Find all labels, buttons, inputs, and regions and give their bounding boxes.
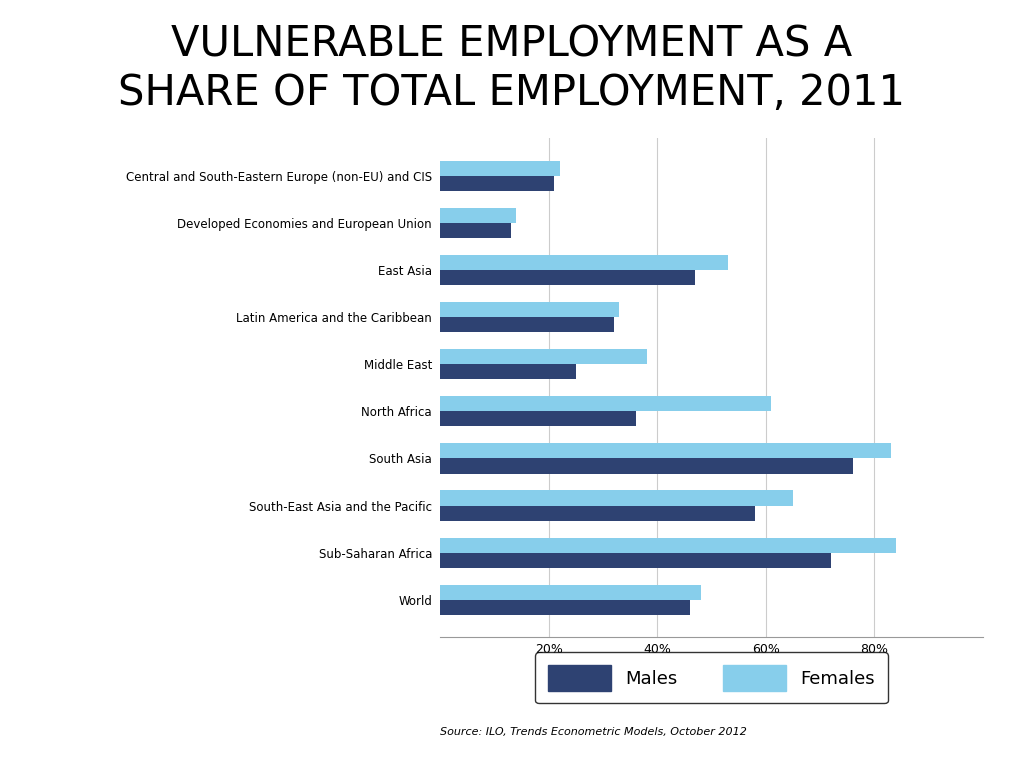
Bar xyxy=(440,349,646,364)
Bar xyxy=(440,600,690,614)
Legend: Males, Females: Males, Females xyxy=(536,653,888,703)
Bar xyxy=(440,412,636,426)
Bar xyxy=(440,458,853,474)
Bar xyxy=(440,553,831,568)
Bar xyxy=(440,505,755,521)
Text: VULNERABLE EMPLOYMENT AS A
SHARE OF TOTAL EMPLOYMENT, 2011: VULNERABLE EMPLOYMENT AS A SHARE OF TOTA… xyxy=(119,23,905,114)
Bar xyxy=(440,584,700,600)
Bar xyxy=(440,208,516,223)
Bar xyxy=(440,302,620,317)
Bar xyxy=(440,270,695,285)
Bar xyxy=(440,364,575,379)
Bar xyxy=(440,538,896,553)
Bar xyxy=(440,443,891,458)
Text: Source: ILO, Trends Econometric Models, October 2012: Source: ILO, Trends Econometric Models, … xyxy=(440,727,748,737)
Bar xyxy=(440,176,554,191)
Bar xyxy=(440,317,614,333)
Bar xyxy=(440,491,793,505)
Bar xyxy=(440,396,771,412)
Bar xyxy=(440,223,511,238)
Bar xyxy=(440,255,728,270)
Bar xyxy=(440,161,560,176)
